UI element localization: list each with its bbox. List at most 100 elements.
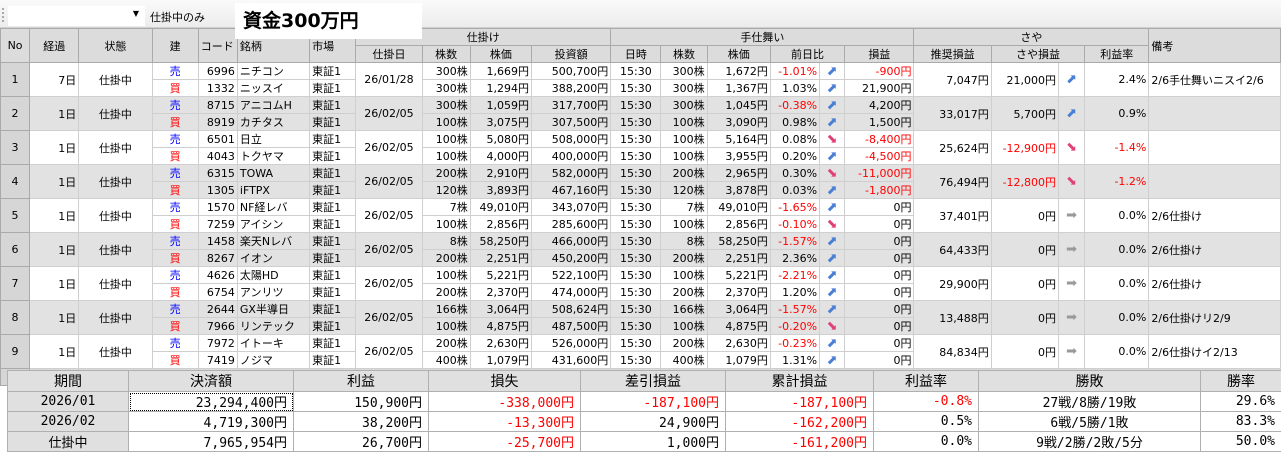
arrow-up-right-icon: ⬈ xyxy=(827,268,838,283)
header-rate[interactable]: 利益率 xyxy=(1085,46,1149,63)
note[interactable]: 2/6仕掛け xyxy=(1149,233,1281,267)
exit-time: 15:30 xyxy=(611,301,661,318)
investment-amount: 582,000円 xyxy=(531,165,610,182)
header-code[interactable]: コード xyxy=(198,29,237,63)
recommended-pnl: 76,494円 xyxy=(914,165,991,199)
position-status: 仕掛中 xyxy=(79,301,152,335)
leg-pnl: 4,200円 xyxy=(845,97,914,114)
exit-time: 15:30 xyxy=(611,318,661,335)
header-time[interactable]: 日時 xyxy=(611,46,661,63)
header-entry-date[interactable]: 仕掛日 xyxy=(356,46,422,63)
header-side[interactable]: 建 xyxy=(152,29,198,63)
header-elapsed[interactable]: 経過 xyxy=(30,29,79,63)
note[interactable]: 2/6仕掛け xyxy=(1149,267,1281,301)
note[interactable]: 2/6仕掛けイ2/13 xyxy=(1149,335,1281,369)
row-number[interactable]: 6 xyxy=(1,233,30,267)
header-change[interactable]: 前日比 xyxy=(770,46,844,63)
header-recommended[interactable]: 推奨損益 xyxy=(914,46,991,63)
summary-header-win-rate: 勝率 xyxy=(1201,371,1281,392)
header-no[interactable]: No xyxy=(1,29,30,63)
side-label: 買 xyxy=(152,148,198,165)
day-change: -2.21% xyxy=(770,267,819,284)
leg-pnl: 0円 xyxy=(845,267,914,284)
summary-settled-amount[interactable]: 23,294,400円 xyxy=(129,392,294,412)
note[interactable] xyxy=(1149,165,1281,199)
header-spread-pnl[interactable]: さや損益 xyxy=(991,46,1084,63)
header-pnl[interactable]: 損益 xyxy=(845,46,914,63)
side-label: 売 xyxy=(152,267,198,284)
note[interactable]: 2/6仕掛け xyxy=(1149,199,1281,233)
header-cur-price[interactable]: 株価 xyxy=(707,46,770,63)
elapsed-days: 1日 xyxy=(30,199,79,233)
filter-open-only[interactable]: 仕掛中のみ xyxy=(150,9,205,25)
position-status: 仕掛中 xyxy=(79,131,152,165)
stock-code: 1332 xyxy=(198,80,237,97)
trend-cell: ⬈ xyxy=(820,199,845,216)
entry-price: 49,010円 xyxy=(470,199,531,216)
entry-price: 3,893円 xyxy=(470,182,531,199)
leg-pnl: 0円 xyxy=(845,216,914,233)
header-price[interactable]: 株価 xyxy=(470,46,531,63)
elapsed-days: 1日 xyxy=(30,301,79,335)
market: 東証1 xyxy=(310,335,356,352)
profit-rate: 2.4% xyxy=(1085,63,1149,97)
row-number[interactable]: 1 xyxy=(1,63,30,97)
trend-cell: ⬈ xyxy=(820,114,845,131)
header-amount[interactable]: 投資額 xyxy=(531,46,610,63)
row-number[interactable]: 5 xyxy=(1,199,30,233)
entry-shares: 200株 xyxy=(422,165,470,182)
trend-cell: ⬈ xyxy=(820,80,845,97)
arrow-down-right-icon: ⬊ xyxy=(827,319,838,334)
row-number[interactable]: 7 xyxy=(1,267,30,301)
exit-shares: 8株 xyxy=(661,233,707,250)
note[interactable]: 2/6手仕舞いニスイ2/6 xyxy=(1149,63,1281,97)
header-cur-shares[interactable]: 株数 xyxy=(661,46,707,63)
account-dropdown[interactable]: ▼ xyxy=(8,6,145,26)
header-note[interactable]: 備考 xyxy=(1149,29,1281,63)
market: 東証1 xyxy=(310,63,356,80)
row-number[interactable]: 2 xyxy=(1,97,30,131)
row-number[interactable]: 9 xyxy=(1,335,30,369)
exit-price: 2,965円 xyxy=(707,165,770,182)
trend-cell: ⬊ xyxy=(820,318,845,335)
day-change: 1.03% xyxy=(770,80,819,97)
exit-time: 15:30 xyxy=(611,114,661,131)
trend-cell: ⬈ xyxy=(820,352,845,369)
header-status[interactable]: 状態 xyxy=(79,29,152,63)
stock-code: 1458 xyxy=(198,233,237,250)
header-shares[interactable]: 株数 xyxy=(422,46,470,63)
entry-shares: 100株 xyxy=(422,114,470,131)
row-number[interactable]: 4 xyxy=(1,165,30,199)
leg-pnl: 0円 xyxy=(845,318,914,335)
summary-loss: -338,000円 xyxy=(429,392,581,412)
profit-rate: 0.9% xyxy=(1085,97,1149,131)
note[interactable] xyxy=(1149,131,1281,165)
stock-name: iFTPX xyxy=(237,182,309,199)
entry-date: 26/02/05 xyxy=(356,199,422,233)
summary-profit-rate: 0.0% xyxy=(874,432,979,452)
note[interactable] xyxy=(1149,97,1281,131)
summary-period: 仕掛中 xyxy=(8,432,129,452)
summary-period: 2026/02 xyxy=(8,412,129,432)
leg-pnl: -8,400円 xyxy=(845,131,914,148)
row-number[interactable]: 3 xyxy=(1,131,30,165)
toolbar-grip[interactable] xyxy=(2,8,5,22)
exit-price: 1,079円 xyxy=(707,352,770,369)
note[interactable]: 2/6仕掛けリ2/9 xyxy=(1149,301,1281,335)
trend-cell: ⬈ xyxy=(1059,63,1085,97)
row-number[interactable]: 8 xyxy=(1,301,30,335)
stock-code: 6996 xyxy=(198,63,237,80)
summary-header-profit-rate: 利益率 xyxy=(874,371,979,392)
